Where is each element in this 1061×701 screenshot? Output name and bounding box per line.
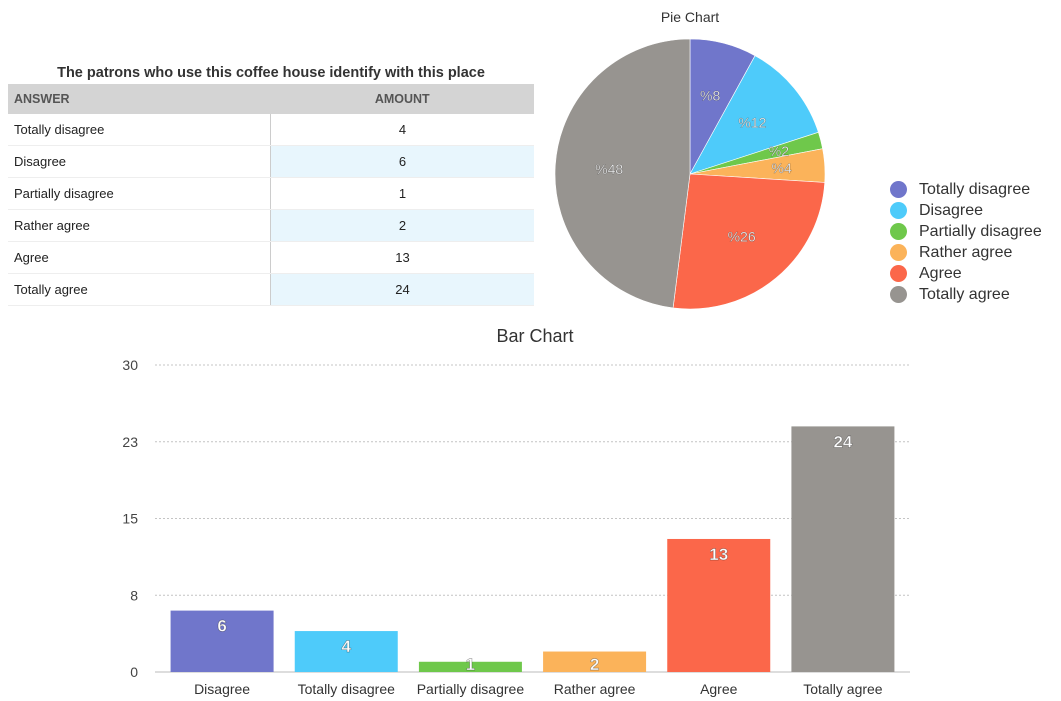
bar-value-label: 1 — [466, 655, 475, 674]
y-tick-label: 15 — [122, 511, 138, 527]
amount-cell: 13 — [270, 241, 534, 274]
amount-cell: 6 — [270, 145, 534, 178]
bar-y-axis: 0 8 15 23 30 — [122, 357, 138, 680]
bar — [418, 661, 522, 672]
legend-item: Agree — [890, 263, 1042, 284]
pie-data-label: %48 — [595, 161, 623, 177]
legend-label: Totally agree — [919, 285, 1010, 303]
legend-item: Rather agree — [890, 242, 1042, 263]
y-tick-label: 23 — [122, 434, 138, 450]
bar-series — [170, 426, 895, 672]
amount-cell: 2 — [270, 209, 534, 242]
pie-data-label: %26 — [728, 228, 756, 244]
pie-data-label: %8 — [700, 88, 720, 104]
legend-label: Rather agree — [919, 243, 1013, 261]
legend-swatch — [890, 223, 907, 240]
answer-cell: Totally disagree — [8, 114, 271, 146]
pie-slice — [672, 173, 826, 310]
bar-value-label: 6 — [217, 617, 226, 636]
bar — [294, 631, 398, 672]
bar-value-label: 24 — [833, 432, 852, 451]
answer-cell: Rather agree — [8, 209, 271, 242]
bar — [170, 610, 274, 672]
y-tick-label: 8 — [130, 587, 138, 603]
bar — [543, 651, 647, 672]
table-row: Disagree 6 — [8, 145, 534, 178]
legend-swatch — [890, 244, 907, 261]
pie-slices — [554, 38, 826, 310]
legend-label: Partially disagree — [919, 222, 1042, 240]
table-row: Rather agree 2 — [8, 209, 534, 242]
table-row: Agree 13 — [8, 241, 534, 274]
x-tick-label: Totally agree — [803, 681, 883, 697]
bar-chart-title: Bar Chart — [496, 326, 573, 346]
bar-data-labels: 6 4 1 2 13 24 — [217, 432, 853, 674]
amount-cell: 1 — [270, 177, 534, 210]
y-tick-label: 0 — [130, 664, 138, 680]
legend-swatch — [890, 286, 907, 303]
answer-cell: Agree — [8, 241, 271, 274]
table-row: Totally disagree 4 — [8, 114, 534, 146]
bar — [791, 426, 895, 672]
x-tick-label: Partially disagree — [417, 681, 525, 697]
legend-label: Agree — [919, 264, 962, 282]
bar — [667, 538, 771, 672]
legend-item: Totally disagree — [890, 179, 1042, 200]
pie-data-labels: %8 %12%2%4 %26 %48 — [595, 87, 792, 244]
pie-slice — [689, 55, 819, 175]
pie-data-label: %2 — [769, 143, 789, 159]
bar-gridlines — [155, 364, 910, 673]
x-tick-label: Totally disagree — [298, 681, 395, 697]
pie-legend: Totally disagree Disagree Partially disa… — [890, 179, 1042, 305]
column-header-amount: AMOUNT — [270, 84, 534, 114]
legend-label: Disagree — [919, 201, 984, 219]
answer-table-panel: The patrons who use this coffee house id… — [8, 62, 534, 306]
y-tick-label: 30 — [122, 357, 138, 373]
pie-data-label: %4 — [772, 160, 792, 176]
table-header-row: ANSWER AMOUNT — [8, 84, 534, 114]
x-tick-label: Rather agree — [554, 681, 636, 697]
bar-value-label: 2 — [590, 655, 599, 674]
legend-swatch — [890, 265, 907, 282]
table-row: Partially disagree 1 — [8, 177, 534, 210]
answer-cell: Partially disagree — [8, 177, 271, 210]
amount-cell: 24 — [270, 273, 534, 306]
legend-swatch — [890, 181, 907, 198]
legend-item: Partially disagree — [890, 221, 1042, 242]
bar-x-axis: Disagree Totally disagree Partially disagr… — [194, 681, 883, 697]
legend-swatch — [890, 202, 907, 219]
x-tick-label: Agree — [700, 681, 738, 697]
table-row: Totally agree 24 — [8, 273, 534, 306]
pie-data-label: %12 — [738, 114, 766, 130]
answer-cell: Disagree — [8, 145, 271, 178]
column-header-answer: ANSWER — [8, 84, 271, 114]
bar-value-label: 13 — [709, 545, 728, 564]
bar-value-label: 4 — [342, 637, 352, 656]
amount-cell: 4 — [270, 114, 534, 146]
answer-cell: Totally agree — [8, 273, 271, 306]
table-title: The patrons who use this coffee house id… — [57, 65, 485, 81]
x-tick-label: Disagree — [194, 681, 250, 697]
answer-table: ANSWER AMOUNT Totally disagree 4 Disagre… — [8, 84, 534, 306]
bar-chart: Bar Chart 0 8 15 23 30 6 4 1 2 13 24 Disagree Tota… — [122, 326, 910, 697]
legend-item: Disagree — [890, 200, 1042, 221]
legend-label: Totally disagree — [919, 180, 1031, 198]
pie-chart-title: Pie Chart — [661, 9, 719, 25]
pie-slice — [554, 38, 691, 309]
legend-item: Totally agree — [890, 284, 1042, 305]
pie-chart: Pie Chart %8 %12%2%4 %26 %48 — [554, 9, 826, 310]
